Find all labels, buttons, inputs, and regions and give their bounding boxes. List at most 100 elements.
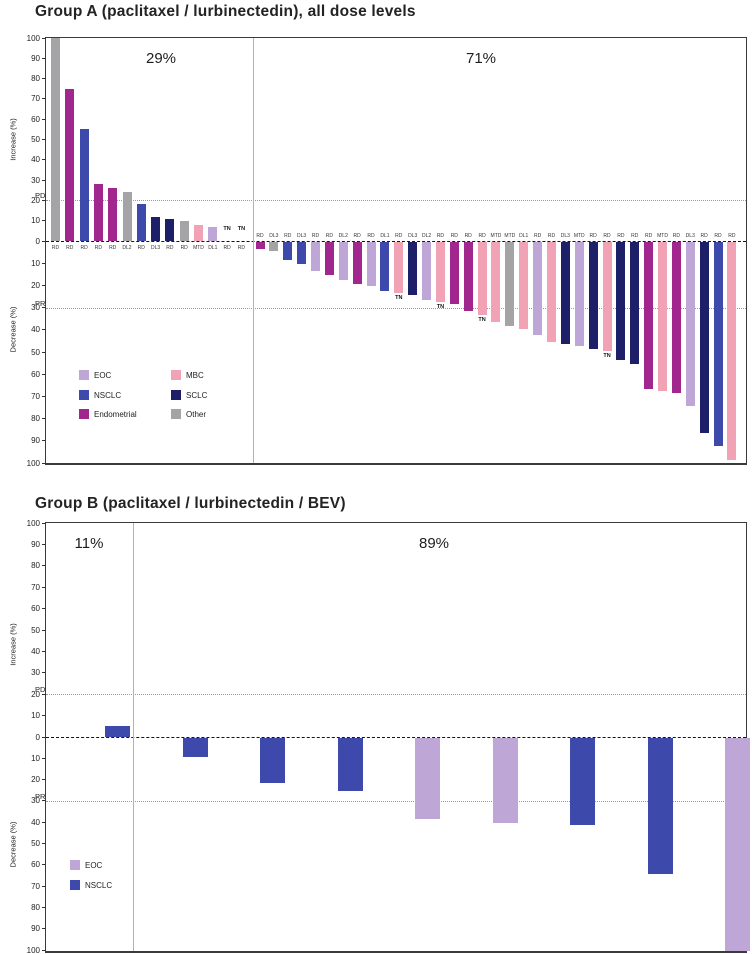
- dose-level-label: RD: [589, 233, 597, 239]
- y-axis-tick: [42, 800, 46, 802]
- dose-level-label: DL2: [338, 233, 348, 239]
- y-axis-tick: [42, 650, 46, 652]
- y-axis-tick: [42, 240, 46, 242]
- dose-level-label: RD: [547, 233, 556, 239]
- dose-level-label: RD: [94, 245, 102, 251]
- patient-bar: [165, 218, 175, 241]
- y-axis-tick: [42, 284, 46, 286]
- y-axis-tick-label: 60: [31, 604, 40, 614]
- dose-level-label: DL1: [208, 245, 218, 251]
- patient-bar: [151, 216, 161, 241]
- y-axis-tick-label: 50: [31, 839, 40, 848]
- y-axis-tick: [42, 629, 46, 631]
- y-axis-tick-label: 100: [26, 33, 40, 43]
- patient-bar: [366, 242, 376, 287]
- patient-bar: [415, 738, 440, 819]
- y-axis-tick: [42, 565, 46, 567]
- patient-bar: [449, 242, 459, 305]
- patient-bar: [255, 242, 265, 249]
- dose-level-label: RD: [166, 245, 174, 251]
- y-axis-tick-label: 30: [31, 796, 40, 806]
- patient-bar: [105, 726, 130, 737]
- patient-bar: [182, 738, 208, 758]
- y-axis-tick: [42, 522, 46, 524]
- decrease-axis-label: Decrease (%): [8, 821, 18, 868]
- y-axis-tick-label: 80: [31, 902, 40, 912]
- y-axis-tick-label: 30: [31, 303, 40, 313]
- chart-b-title: Group B (paclitaxel / lurbinectedin / BE…: [35, 495, 346, 512]
- tn-annotation: TN: [395, 295, 403, 302]
- legend-label: MBC: [186, 371, 204, 380]
- patient-bar: [616, 242, 626, 360]
- y-axis-tick-label: 70: [31, 391, 40, 401]
- y-axis-tick-label: 10: [31, 216, 40, 226]
- legend-label: SCLC: [186, 390, 208, 400]
- y-axis-tick-label: 10: [31, 753, 40, 763]
- y-axis-tick-label: 100: [26, 458, 40, 468]
- y-axis-tick: [42, 779, 46, 781]
- dose-level-label: RD: [728, 233, 736, 239]
- y-axis-tick: [42, 864, 46, 866]
- dose-level-label: RD: [137, 245, 145, 251]
- zero-baseline: [46, 737, 746, 738]
- y-axis-tick: [42, 586, 46, 588]
- legend-item: SCLC: [171, 389, 257, 402]
- patient-bar: [727, 242, 737, 460]
- section-percent-label: 89%: [418, 535, 450, 552]
- dose-level-label: MTD: [504, 233, 516, 239]
- dose-level-label: DL3: [408, 233, 418, 239]
- legend-label: Other: [186, 410, 207, 419]
- patient-bar: [194, 224, 203, 241]
- y-axis-tick: [42, 843, 46, 844]
- patient-bar: [122, 192, 132, 241]
- dose-level-label: RD: [603, 233, 611, 239]
- y-axis-tick: [42, 179, 46, 181]
- dose-level-label: RD: [436, 233, 445, 239]
- legend-item: Other: [171, 409, 257, 421]
- legend-swatch-eoc: [70, 860, 80, 870]
- patient-bar: [380, 242, 390, 291]
- y-axis-tick: [42, 118, 46, 120]
- y-axis-tick: [42, 757, 46, 759]
- dose-level-label: RD: [645, 233, 653, 239]
- dose-level-label: RD: [395, 233, 403, 239]
- legend-swatch-nsclc: [70, 880, 80, 890]
- dose-level-label: DL1: [380, 233, 390, 239]
- y-axis-tick-label: 40: [31, 325, 40, 335]
- y-axis-tick: [42, 418, 46, 420]
- y-axis-tick: [42, 821, 46, 823]
- dose-level-label: RD: [109, 245, 117, 251]
- dose-level-label: DL2: [421, 233, 432, 239]
- patient-bar: [394, 242, 404, 294]
- chart-a-plot: 100 90 80 70 60 50 40 30 20 10 0 10 20 30 40 50 60 70 80 90…: [9, 34, 747, 468]
- patient-bar: [725, 738, 750, 951]
- y-axis-tick-label: 10: [31, 711, 40, 721]
- y-axis-tick: [42, 373, 46, 375]
- reference-line-pr: [46, 307, 746, 309]
- legend-swatch-mbc: [171, 370, 181, 380]
- legend-label: EOC: [94, 371, 112, 380]
- y-axis-tick: [42, 949, 46, 951]
- y-axis-tick: [42, 98, 46, 100]
- legend-item: Endometrial: [79, 409, 165, 421]
- patient-bar: [136, 204, 146, 241]
- legend-item: EOC: [79, 370, 165, 382]
- patient-bar: [269, 242, 279, 251]
- patient-bar: [338, 242, 348, 280]
- dose-level-label: RD: [617, 233, 625, 239]
- zero-baseline: [46, 241, 746, 242]
- dose-level-label: RD: [311, 233, 320, 239]
- y-axis-tick: [42, 608, 46, 610]
- reference-line-label-pr: PR: [35, 298, 46, 308]
- y-axis-tick-label: 0: [35, 732, 40, 742]
- y-axis-tick-label: 30: [31, 175, 40, 185]
- dose-level-label: RD: [180, 245, 188, 251]
- dose-level-label: DL2: [122, 245, 132, 251]
- y-axis-tick: [42, 395, 46, 397]
- legend-item: NSCLC: [79, 389, 165, 402]
- legend-swatch-nsclc: [79, 389, 89, 400]
- dose-level-label: RD: [325, 233, 333, 239]
- legend-item: NSCLC: [70, 880, 156, 892]
- patient-bar: [685, 242, 695, 407]
